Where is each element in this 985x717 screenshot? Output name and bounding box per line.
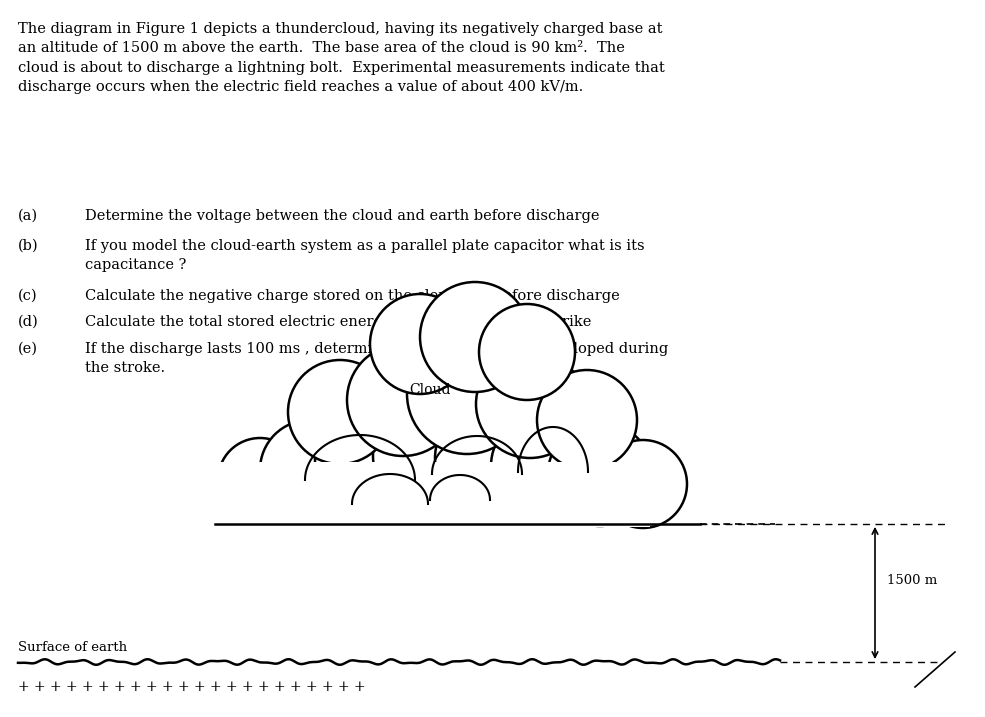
Text: If the discharge lasts 100 ms , determine the average power developed during
the: If the discharge lasts 100 ms , determin… [85, 342, 668, 376]
Text: Determine the voltage between the cloud and earth before discharge: Determine the voltage between the cloud … [85, 209, 600, 223]
Circle shape [347, 344, 459, 456]
Circle shape [548, 422, 652, 526]
Text: (e): (e) [18, 342, 38, 356]
Circle shape [407, 334, 527, 454]
Circle shape [435, 406, 539, 510]
Text: (c): (c) [18, 289, 37, 303]
Text: 1500 m: 1500 m [887, 574, 938, 587]
Circle shape [260, 420, 360, 520]
Text: (d): (d) [18, 315, 38, 329]
Text: The diagram in Figure 1 depicts a thundercloud, having its negatively charged ba: The diagram in Figure 1 depicts a thunde… [18, 22, 665, 95]
Circle shape [373, 402, 481, 510]
Text: Calculate the total stored electric energy before the lightning strike: Calculate the total stored electric ener… [85, 315, 591, 329]
Circle shape [315, 408, 419, 512]
Circle shape [370, 294, 470, 394]
Circle shape [288, 360, 392, 464]
Circle shape [218, 438, 302, 522]
Text: Surface of earth: Surface of earth [18, 641, 127, 654]
Text: (a): (a) [18, 209, 38, 223]
Circle shape [491, 414, 595, 518]
FancyBboxPatch shape [210, 462, 650, 527]
Text: If you model the cloud-earth system as a parallel plate capacitor what is its
ca: If you model the cloud-earth system as a… [85, 239, 644, 272]
Circle shape [420, 282, 530, 392]
Text: Calculate the negative charge stored on the cloud just before discharge: Calculate the negative charge stored on … [85, 289, 620, 303]
Circle shape [476, 350, 584, 458]
Text: Cloud: Cloud [409, 383, 451, 397]
Circle shape [537, 370, 637, 470]
Text: (b): (b) [18, 239, 38, 253]
Circle shape [599, 440, 687, 528]
Circle shape [479, 304, 575, 400]
Text: + + + + + + + + + + + + + + + + + + + + + +: + + + + + + + + + + + + + + + + + + + + … [18, 680, 365, 694]
